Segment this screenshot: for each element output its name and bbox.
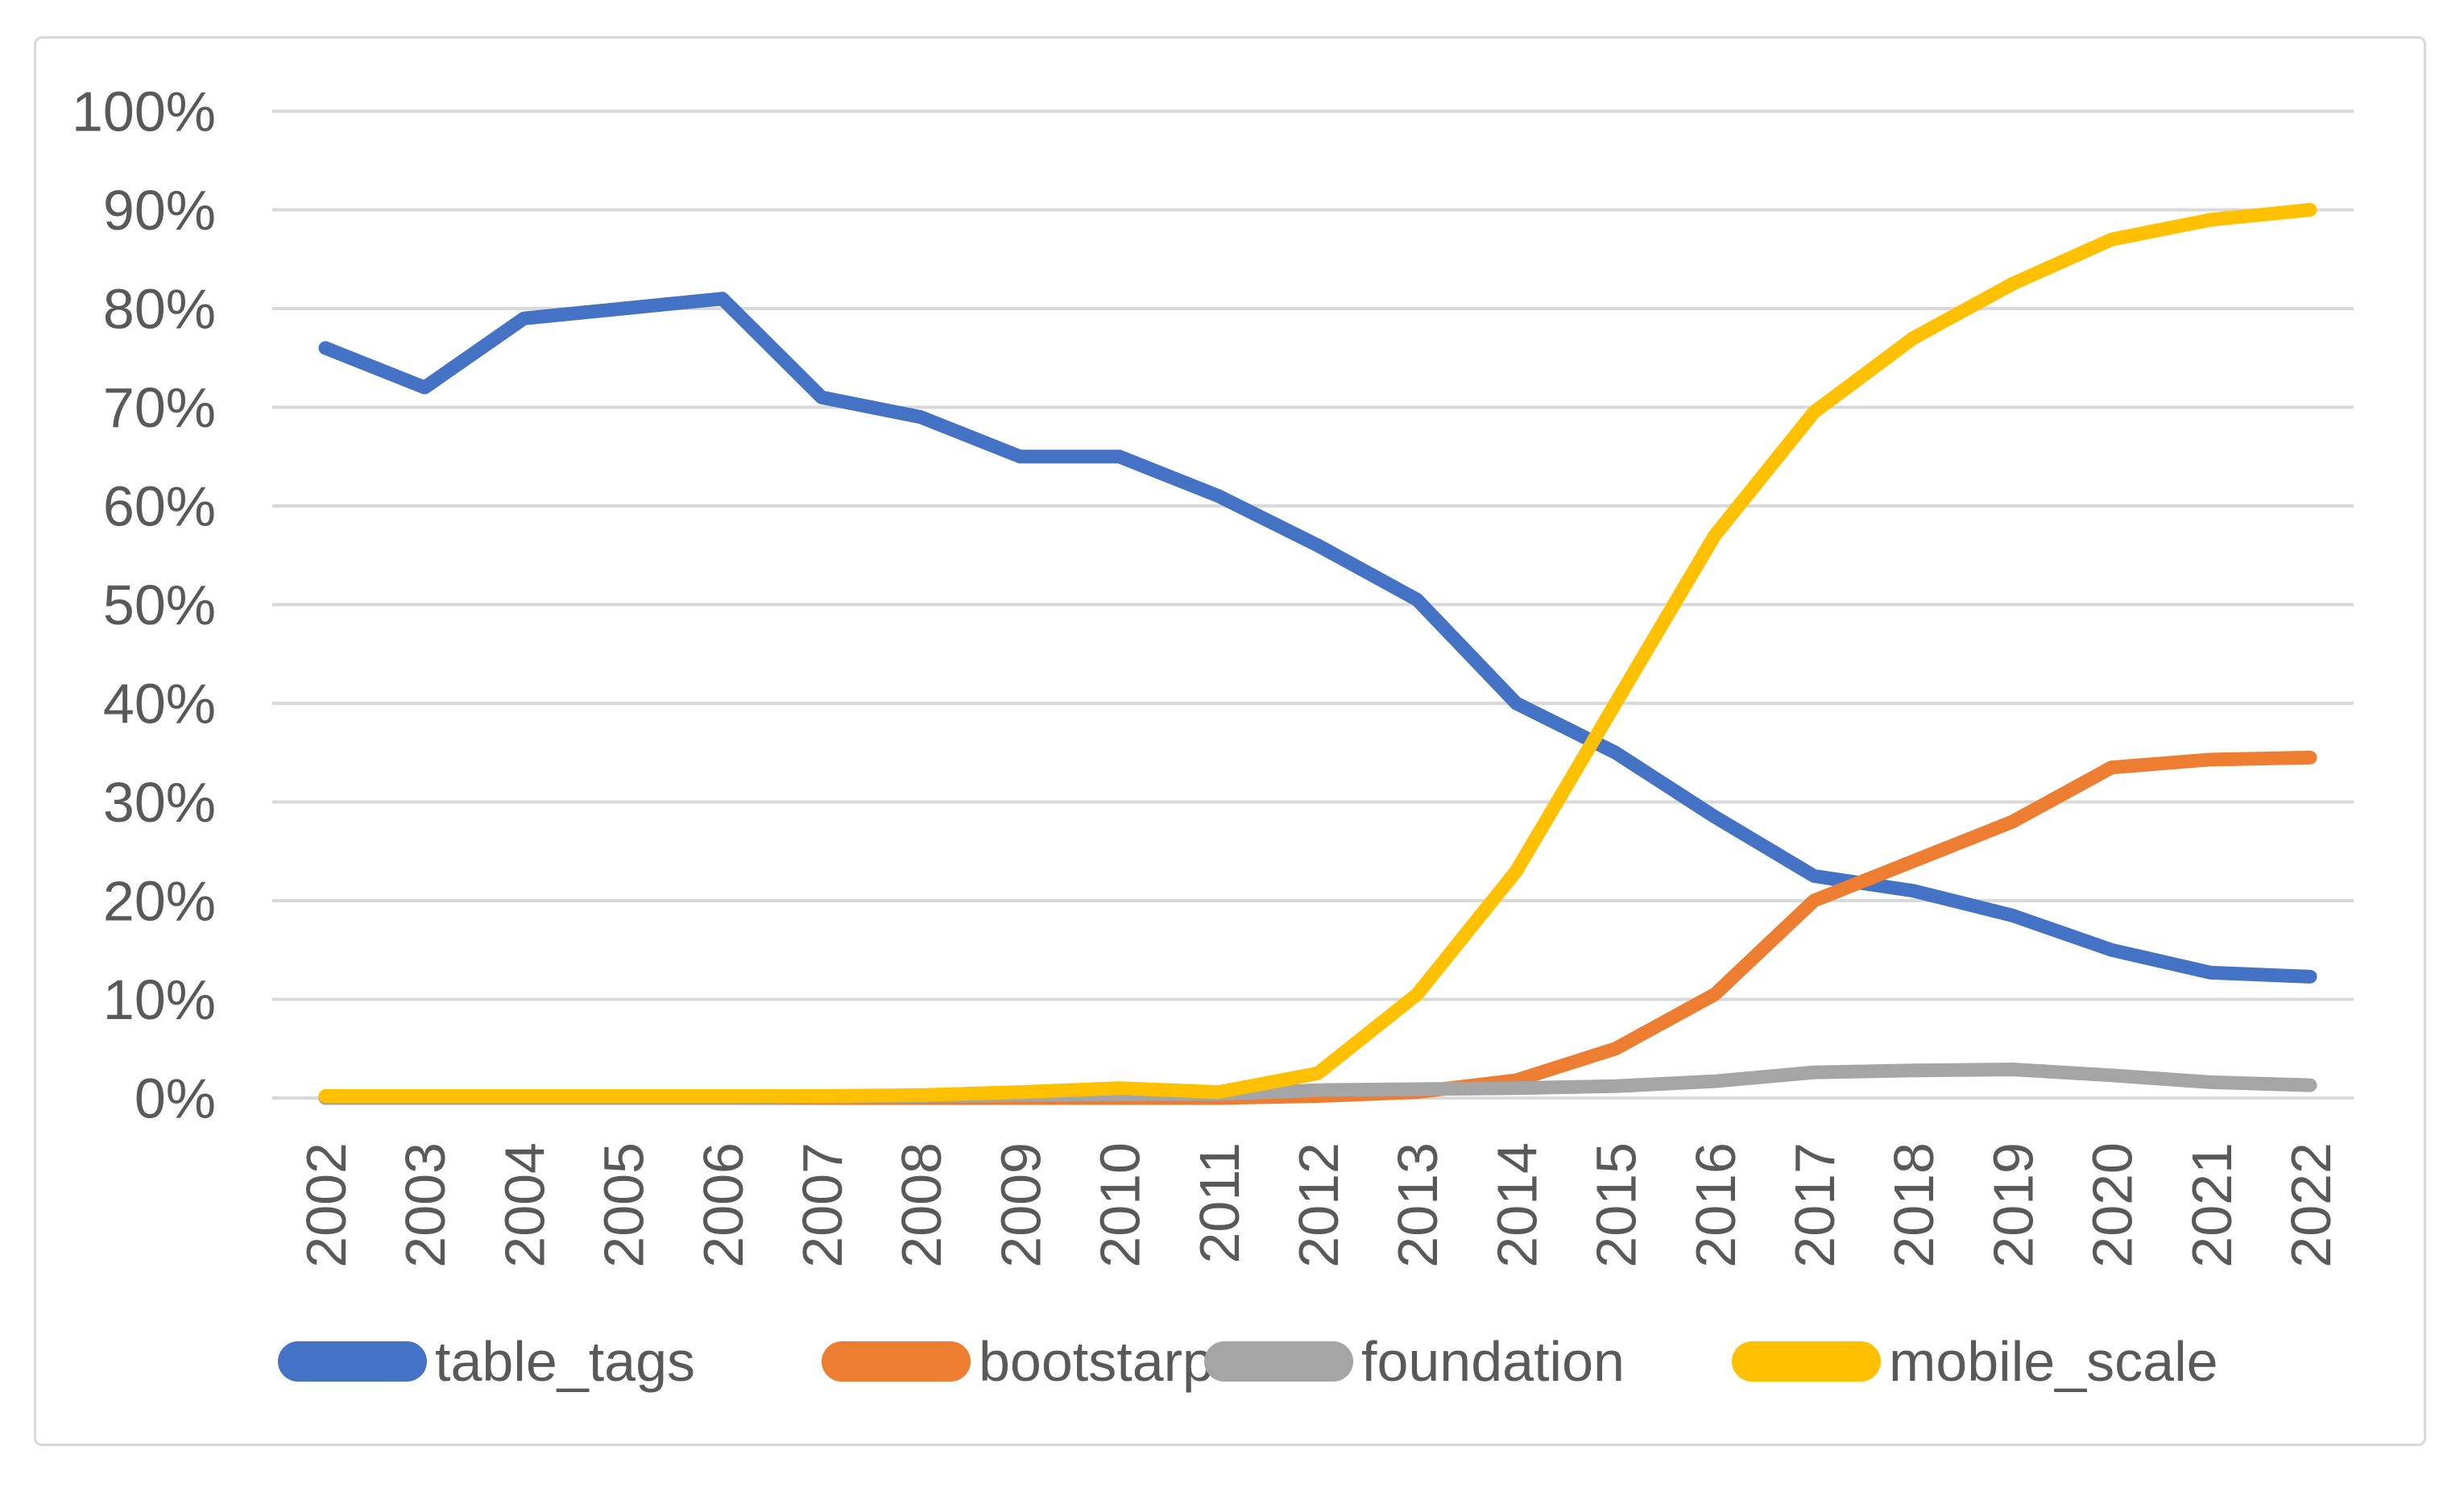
legend-item-mobile-scale: mobile_scale: [1732, 1328, 2218, 1395]
x-axis-label: 2016: [1684, 1142, 1747, 1268]
x-axis-label: 2021: [2180, 1142, 2243, 1268]
x-axis-label: 2017: [1783, 1142, 1846, 1268]
series-line-table_tags: [318, 292, 2317, 984]
x-axis-label: 2012: [1287, 1142, 1350, 1268]
x-axis-label: 2013: [1386, 1142, 1449, 1268]
x-axis-label: 2005: [593, 1142, 656, 1268]
legend-label-mobile-scale: mobile_scale: [1889, 1330, 2218, 1393]
x-axis-label: 2010: [1089, 1142, 1152, 1268]
x-axis-label: 2008: [890, 1142, 953, 1268]
y-axis-label: 100%: [72, 81, 216, 143]
x-axis-label: 2020: [2081, 1142, 2144, 1268]
x-axis-label: 2022: [2280, 1142, 2342, 1268]
y-axis-label: 30%: [103, 771, 216, 834]
y-axis-label: 50%: [103, 574, 216, 636]
legend-item-foundation: foundation: [1204, 1328, 1625, 1395]
x-axis-label: 2002: [295, 1142, 358, 1268]
x-axis-label: 2014: [1485, 1142, 1548, 1268]
legend-swatch-foundation-icon: [1204, 1341, 1353, 1382]
x-axis-label: 2006: [692, 1142, 755, 1268]
x-axis-label: 2018: [1882, 1142, 1945, 1268]
legend-item-bootstarp: bootstarp: [822, 1328, 1214, 1395]
y-axis-label: 0%: [135, 1067, 216, 1130]
y-axis-label: 60%: [103, 475, 216, 538]
y-axis-label: 70%: [103, 376, 216, 439]
y-axis-label: 10%: [103, 968, 216, 1031]
legend-item-table-tags: table_tags: [278, 1328, 695, 1395]
y-axis-label: 20%: [103, 870, 216, 933]
series-line-bootstarp: [318, 750, 2317, 1105]
x-axis-label: 2019: [1982, 1142, 2044, 1268]
legend-label-bootstarp: bootstarp: [979, 1330, 1214, 1393]
x-axis-label: 2007: [791, 1142, 854, 1268]
series-line-mobile_scale: [318, 203, 2317, 1104]
x-axis-label: 2011: [1188, 1142, 1251, 1264]
legend-swatch-table-tags-icon: [278, 1341, 427, 1382]
y-axis-label: 40%: [103, 673, 216, 736]
legend-label-foundation: foundation: [1361, 1330, 1625, 1393]
y-axis-label: 90%: [103, 179, 216, 242]
x-axis-label: 2015: [1585, 1142, 1648, 1268]
chart-legend: table_tags bootstarp foundation mobile_s…: [0, 1328, 2464, 1395]
x-axis-label: 2004: [493, 1142, 556, 1268]
y-axis-label: 80%: [103, 278, 216, 341]
legend-swatch-mobile-scale-icon: [1732, 1341, 1881, 1382]
legend-label-table-tags: table_tags: [435, 1330, 696, 1393]
x-axis-label: 2003: [394, 1142, 457, 1268]
legend-swatch-bootstarp-icon: [822, 1341, 971, 1382]
x-axis-label: 2009: [989, 1142, 1052, 1268]
